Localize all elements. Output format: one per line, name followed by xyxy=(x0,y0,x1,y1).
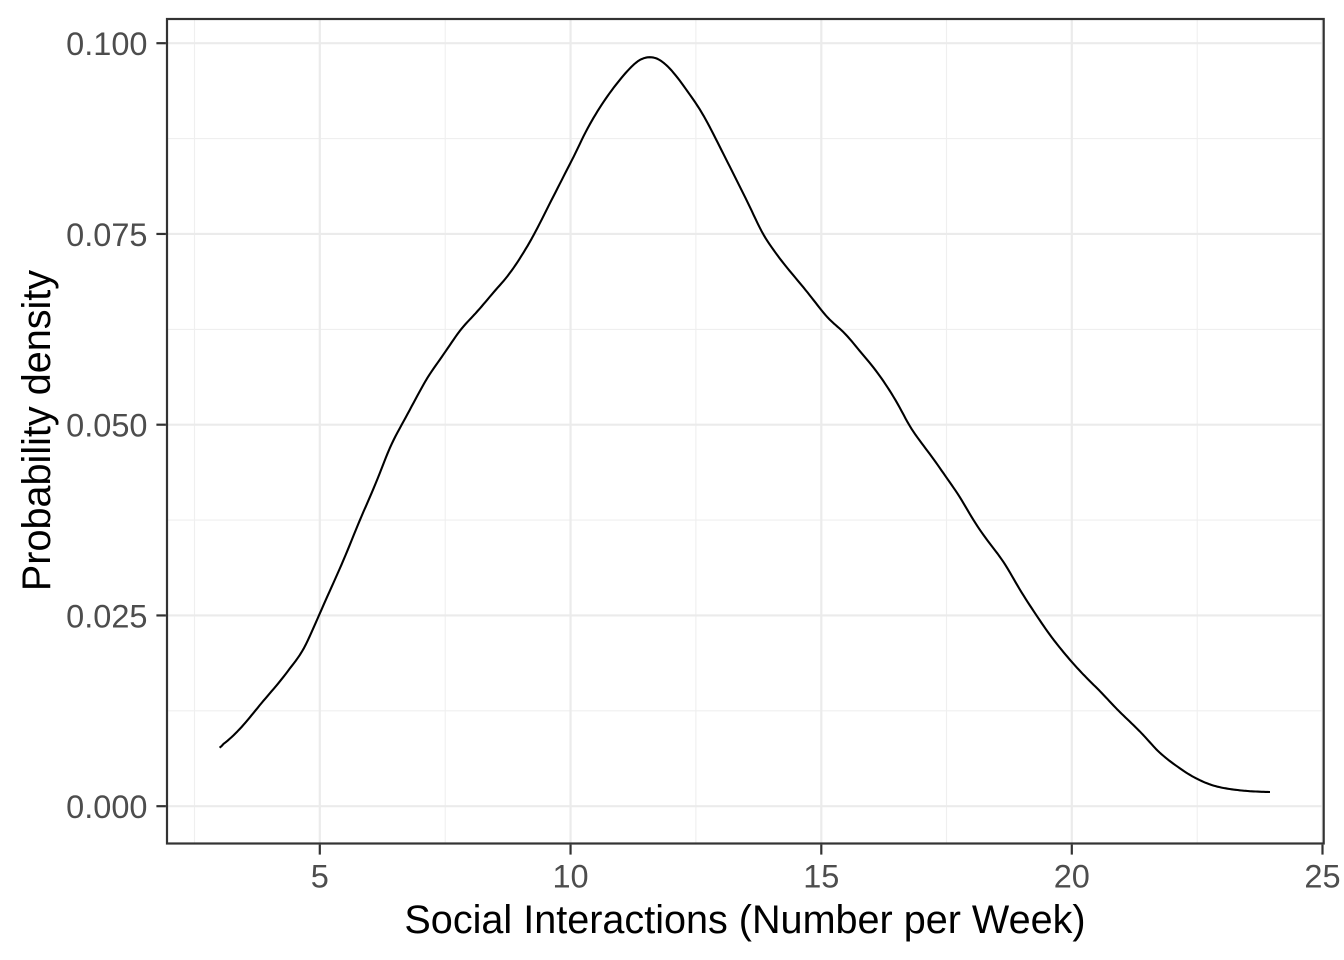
svg-text:5: 5 xyxy=(311,858,329,894)
svg-text:0.075: 0.075 xyxy=(66,217,147,253)
svg-text:Social Interactions (Number pe: Social Interactions (Number per Week) xyxy=(404,898,1085,942)
svg-text:10: 10 xyxy=(552,858,588,894)
svg-text:0.025: 0.025 xyxy=(66,598,147,634)
svg-text:20: 20 xyxy=(1054,858,1090,894)
svg-text:Probability density: Probability density xyxy=(15,270,59,591)
svg-text:15: 15 xyxy=(803,858,839,894)
svg-text:0.100: 0.100 xyxy=(66,26,147,62)
svg-text:0.000: 0.000 xyxy=(66,789,147,825)
svg-text:0.050: 0.050 xyxy=(66,408,147,444)
svg-text:25: 25 xyxy=(1304,858,1340,894)
